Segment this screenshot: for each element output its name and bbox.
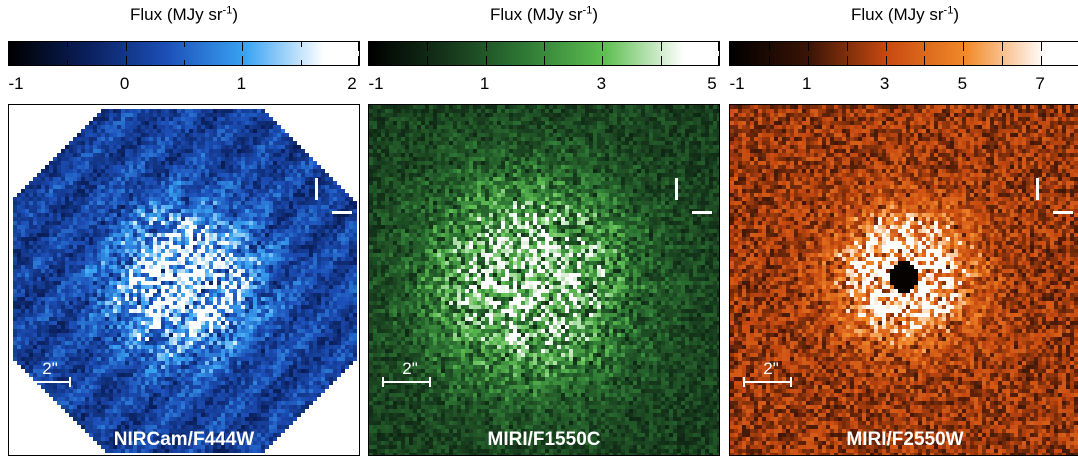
colorbar-tick <box>1041 56 1043 65</box>
colorbar-tick-label: -1 <box>368 74 383 94</box>
colorbar <box>368 41 720 66</box>
colorbar-tick-label: 5 <box>707 74 716 94</box>
scale-bar-label: 2" <box>385 359 435 379</box>
colorbar-tick <box>807 56 809 65</box>
colorbar-tick <box>242 42 244 51</box>
colorbar-tick-label: 0 <box>120 74 129 94</box>
colorbar-tick-label: 7 <box>1035 74 1044 94</box>
colorbar-tick <box>9 56 10 65</box>
colorbar-tick <box>730 42 731 51</box>
colorbar-tick <box>485 56 487 65</box>
nircam-map <box>9 105 359 455</box>
scale-bar <box>382 377 431 387</box>
colorbar-tick <box>963 56 965 65</box>
colorbar-tick <box>602 56 604 65</box>
colorbar-tick <box>1002 42 1004 51</box>
instrument-label: MIRI/F1550C <box>369 429 719 451</box>
instrument-label: MIRI/F2550W <box>730 429 1078 451</box>
miri-f2550w-map <box>730 105 1078 455</box>
colorbar-tick <box>718 42 719 51</box>
colorbar-tick <box>427 56 429 65</box>
panel-miri-f1550c: Flux (MJy sr-1) -1 1 3 5 2" MIRI/F1550C <box>368 0 720 456</box>
colorbar <box>8 41 360 66</box>
colorbar-tick <box>885 42 887 51</box>
miri-f2550w-image: 2" MIRI/F2550W <box>729 104 1078 456</box>
colorbar-tick-label: 2 <box>347 74 356 94</box>
scale-bar <box>22 377 71 387</box>
colorbar-tick-label: 3 <box>597 74 606 94</box>
colorbar-tick <box>924 42 926 51</box>
colorbar-tick <box>846 56 848 65</box>
instrument-label: NIRCam/F444W <box>9 429 359 451</box>
colorbar-tick <box>846 42 848 51</box>
compass-north <box>315 178 318 200</box>
compass-east <box>692 211 712 214</box>
colorbar-tick <box>1041 42 1043 51</box>
colorbar-tick-label: 3 <box>880 74 889 94</box>
colorbar <box>729 41 1078 66</box>
colorbar-tick <box>358 56 359 65</box>
compass-north <box>675 178 678 200</box>
colorbar-title: Flux (MJy sr-1) <box>368 4 720 26</box>
colorbar-tick <box>125 56 127 65</box>
colorbar-tick <box>184 60 185 65</box>
colorbar-tick-label: 1 <box>802 74 811 94</box>
colorbar-tick <box>885 56 887 65</box>
nircam-image: 2" NIRCam/F444W <box>8 104 360 456</box>
colorbar-title: Flux (MJy sr-1) <box>729 4 1078 26</box>
scale-bar-label: 2" <box>746 359 796 379</box>
compass-north <box>1036 178 1039 200</box>
panel-miri-f2550w: Flux (MJy sr-1) -1 1 3 5 7 2" MIRI/F2550W <box>729 0 1078 456</box>
scale-bar-label: 2" <box>25 359 75 379</box>
colorbar-tick <box>300 60 302 65</box>
colorbar-tick <box>427 42 429 51</box>
colorbar-tick-label: -1 <box>8 74 23 94</box>
colorbar-tick <box>9 42 10 51</box>
colorbar-tick <box>602 42 604 51</box>
colorbar-tick <box>730 56 731 65</box>
miri-f1550c-map <box>369 105 719 455</box>
colorbar-tick <box>242 56 244 65</box>
colorbar-tick <box>924 56 926 65</box>
colorbar-tick <box>1002 56 1004 65</box>
compass-east <box>1053 211 1073 214</box>
colorbar-tick <box>67 60 69 65</box>
colorbar-tick <box>184 42 185 47</box>
colorbar-tick <box>768 42 770 51</box>
colorbar-title: Flux (MJy sr-1) <box>8 4 360 26</box>
colorbar-tick <box>544 56 545 65</box>
miri-f1550c-image: 2" MIRI/F1550C <box>368 104 720 456</box>
colorbar-tick <box>718 56 719 65</box>
colorbar-tick <box>660 56 662 65</box>
colorbar-tick <box>369 42 370 51</box>
colorbar-tick-label: 5 <box>958 74 967 94</box>
colorbar-tick <box>963 42 965 51</box>
colorbar-tick-label: -1 <box>729 74 744 94</box>
colorbar-tick-label: 1 <box>237 74 246 94</box>
colorbar-tick <box>369 56 370 65</box>
colorbar-tick <box>807 42 809 51</box>
compass-east <box>332 211 352 214</box>
scale-bar <box>743 377 792 387</box>
colorbar-tick <box>125 42 127 51</box>
colorbar-tick <box>660 42 662 51</box>
colorbar-tick-label: 1 <box>480 74 489 94</box>
panel-nircam: Flux (MJy sr-1) -1 0 1 2 2" NIRCam/F444W <box>8 0 360 456</box>
colorbar-tick <box>544 42 545 51</box>
colorbar-tick <box>67 42 69 47</box>
colorbar-tick <box>300 42 302 47</box>
colorbar-tick <box>768 56 770 65</box>
colorbar-tick <box>485 42 487 51</box>
colorbar-tick <box>358 42 359 51</box>
